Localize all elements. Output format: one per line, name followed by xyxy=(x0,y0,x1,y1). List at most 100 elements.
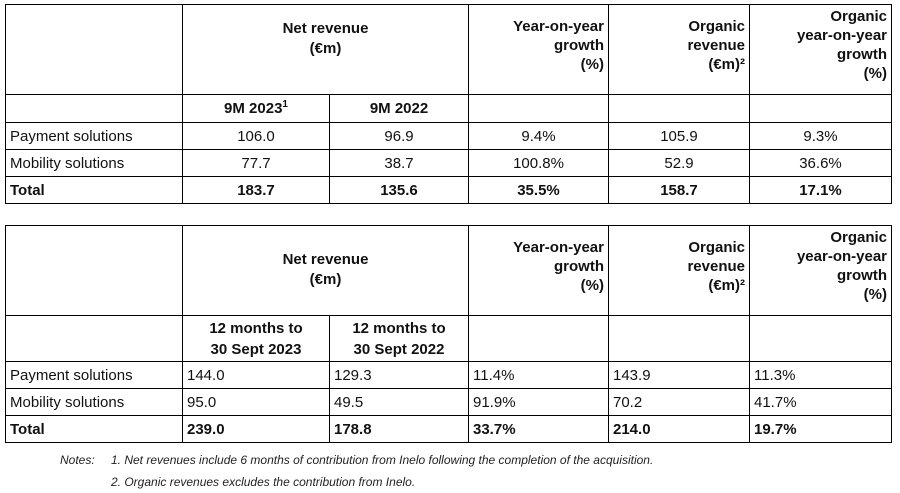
empty-subheader-cell xyxy=(5,94,183,123)
period-subheader-row: 12 months to 30 Sept 2023 12 months to 3… xyxy=(5,315,892,362)
row-label: Payment solutions xyxy=(5,122,183,150)
net-revenue-cell: 183.7 xyxy=(182,176,330,204)
table-header-row: Net revenue (€m) Year-on-year growth (%)… xyxy=(5,4,892,95)
organic-yoy-cell: 17.1% xyxy=(749,176,892,204)
organic-yoy-cell: 41.7% xyxy=(749,388,892,416)
net-revenue-cell: 129.3 xyxy=(329,361,469,389)
empty-header-cell xyxy=(5,225,183,316)
table-row: Mobility solutions 77.7 38.7 100.8% 52.9… xyxy=(5,149,892,177)
row-label: Total xyxy=(5,176,183,204)
orgyoy-line2: year-on-year xyxy=(796,27,887,44)
period-label-line1: 12 months to xyxy=(352,319,446,337)
organic-cell: 105.9 xyxy=(608,122,750,150)
net-revenue-header: Net revenue (€m) xyxy=(182,225,469,316)
net-revenue-cell: 77.7 xyxy=(182,149,330,177)
footnote-1: Notes: 1. Net revenues include 6 months o… xyxy=(60,453,653,467)
org-line3: (€m)² xyxy=(708,56,745,73)
yoy-line2: growth xyxy=(554,37,604,54)
organic-cell: 52.9 xyxy=(608,149,750,177)
orgyoy-line2: year-on-year xyxy=(796,248,887,265)
org-line2: revenue xyxy=(687,258,745,275)
net-revenue-cell: 239.0 xyxy=(182,415,330,443)
organic-yoy-growth-header: Organic year-on-year growth (%) xyxy=(749,225,892,316)
yoy-cell: 91.9% xyxy=(468,388,609,416)
period-header-12m-2022: 12 months to 30 Sept 2022 xyxy=(329,315,469,362)
footnote-ref: 1 xyxy=(282,99,288,110)
net-revenue-cell: 178.8 xyxy=(329,415,469,443)
organic-cell: 143.9 xyxy=(608,361,750,389)
organic-cell: 70.2 xyxy=(608,388,750,416)
row-label: Mobility solutions xyxy=(5,149,183,177)
net-revenue-cell: 38.7 xyxy=(329,149,469,177)
yoy-unit: (%) xyxy=(580,56,604,73)
orgyoy-line1: Organic xyxy=(830,8,887,25)
period-header-12m-2023: 12 months to 30 Sept 2023 xyxy=(182,315,330,362)
yoy-cell: 11.4% xyxy=(468,361,609,389)
empty-header-cell xyxy=(5,4,183,95)
organic-revenue-header: Organic revenue (€m)² xyxy=(608,225,750,316)
period-label: 9M 2023 xyxy=(224,100,283,117)
period-label-line1: 12 months to xyxy=(209,319,303,337)
net-revenue-cell: 135.6 xyxy=(329,176,469,204)
organic-yoy-cell: 19.7% xyxy=(749,415,892,443)
net-revenue-label: Net revenue xyxy=(282,251,369,268)
revenue-table-9m: Net revenue (€m) Year-on-year growth (%)… xyxy=(5,4,892,204)
yoy-line1: Year-on-year xyxy=(513,18,604,35)
total-row: Total 183.7 135.6 35.5% 158.7 17.1% xyxy=(5,176,892,204)
net-revenue-cell: 144.0 xyxy=(182,361,330,389)
yoy-cell: 100.8% xyxy=(468,149,609,177)
net-revenue-cell: 49.5 xyxy=(329,388,469,416)
notes-label: Notes: xyxy=(60,453,95,467)
period-subheader-row: 9M 20231 9M 2022 xyxy=(5,94,892,123)
net-revenue-label: Net revenue xyxy=(282,20,369,37)
net-revenue-unit: (€m) xyxy=(309,271,342,288)
orgyoy-line1: Organic xyxy=(830,229,887,246)
org-line1: Organic xyxy=(688,239,745,256)
yoy-cell: 35.5% xyxy=(468,176,609,204)
yoy-growth-header: Year-on-year growth (%) xyxy=(468,4,609,95)
yoy-line1: Year-on-year xyxy=(513,239,604,256)
orgyoy-line3: growth xyxy=(837,46,887,63)
org-line2: revenue xyxy=(687,37,745,54)
organic-yoy-growth-header: Organic year-on-year growth (%) xyxy=(749,4,892,95)
empty-cell xyxy=(468,94,609,123)
empty-subheader-cell xyxy=(5,315,183,362)
empty-cell xyxy=(608,94,750,123)
orgyoy-line4: (%) xyxy=(863,286,887,303)
organic-revenue-header: Organic revenue (€m)² xyxy=(608,4,750,95)
revenue-table-12m: Net revenue (€m) Year-on-year growth (%)… xyxy=(5,225,892,443)
net-revenue-cell: 95.0 xyxy=(182,388,330,416)
yoy-growth-header: Year-on-year growth (%) xyxy=(468,225,609,316)
period-label-line2: 30 Sept 2023 xyxy=(210,340,302,358)
table-row: Mobility solutions 95.0 49.5 91.9% 70.2 … xyxy=(5,388,892,416)
table-row: Payment solutions 106.0 96.9 9.4% 105.9 … xyxy=(5,122,892,150)
row-label: Payment solutions xyxy=(5,361,183,389)
yoy-unit: (%) xyxy=(580,277,604,294)
org-line1: Organic xyxy=(688,18,745,35)
footnote-1-text: 1. Net revenues include 6 months of cont… xyxy=(111,453,654,467)
orgyoy-line4: (%) xyxy=(863,65,887,82)
total-row: Total 239.0 178.8 33.7% 214.0 19.7% xyxy=(5,415,892,443)
yoy-line2: growth xyxy=(554,258,604,275)
table-row: Payment solutions 144.0 129.3 11.4% 143.… xyxy=(5,361,892,389)
organic-yoy-cell: 11.3% xyxy=(749,361,892,389)
net-revenue-cell: 106.0 xyxy=(182,122,330,150)
empty-cell xyxy=(749,94,892,123)
empty-cell xyxy=(468,315,609,362)
row-label: Total xyxy=(5,415,183,443)
orgyoy-line3: growth xyxy=(837,267,887,284)
period-header-9m-2022: 9M 2022 xyxy=(329,94,469,123)
organic-cell: 158.7 xyxy=(608,176,750,204)
organic-yoy-cell: 36.6% xyxy=(749,149,892,177)
footnote-2-text: 2. Organic revenues excludes the contrib… xyxy=(111,475,416,489)
table-header-row: Net revenue (€m) Year-on-year growth (%)… xyxy=(5,225,892,316)
yoy-cell: 33.7% xyxy=(468,415,609,443)
net-revenue-header: Net revenue (€m) xyxy=(182,4,469,95)
period-label-line2: 30 Sept 2022 xyxy=(353,340,445,358)
empty-cell xyxy=(608,315,750,362)
empty-cell xyxy=(749,315,892,362)
row-label: Mobility solutions xyxy=(5,388,183,416)
organic-yoy-cell: 9.3% xyxy=(749,122,892,150)
yoy-cell: 9.4% xyxy=(468,122,609,150)
org-line3: (€m)² xyxy=(708,277,745,294)
